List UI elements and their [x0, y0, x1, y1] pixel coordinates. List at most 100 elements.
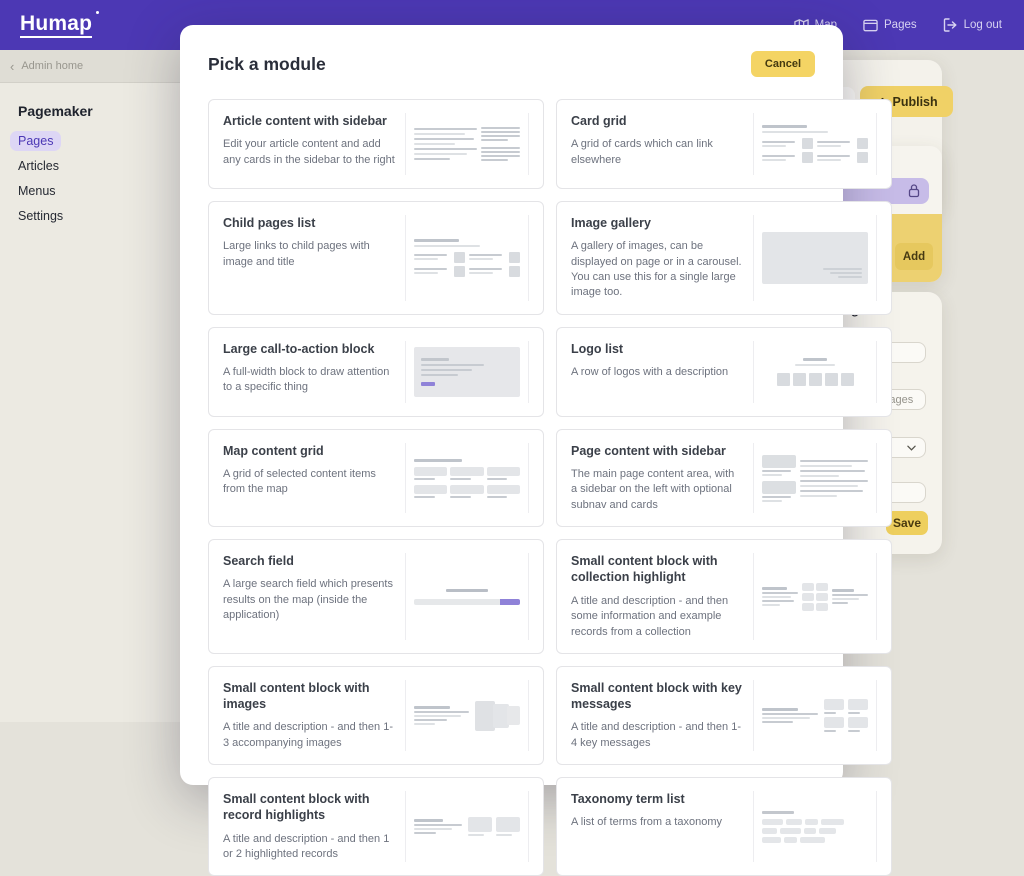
- module-title: Child pages list: [223, 216, 316, 230]
- module-card-search-field[interactable]: Search field A large search field which …: [208, 539, 544, 654]
- modal-header: Pick a module Cancel: [208, 51, 815, 77]
- logo-trademark-mark: [96, 10, 100, 14]
- module-card-text: Large call-to-action block A full-width …: [223, 341, 395, 403]
- module-title: Small content block with images: [223, 680, 370, 712]
- publish-label: Publish: [892, 94, 938, 109]
- chevron-down-icon: [907, 445, 916, 451]
- nav-pages[interactable]: Pages: [863, 19, 917, 32]
- module-title: Article content with sidebar: [223, 114, 387, 128]
- module-description: The main page content area, with a sideb…: [571, 468, 735, 511]
- logo-text: Humap: [20, 11, 93, 35]
- module-card-text: Page content with sidebar The main page …: [571, 443, 743, 513]
- sidebar-item-articles[interactable]: Articles: [18, 159, 59, 173]
- thumb-card-grid-icon: [753, 113, 877, 175]
- module-card-small-block-images[interactable]: Small content block with images A title …: [208, 665, 544, 766]
- module-description: A title and description - and then 1-3 a…: [223, 721, 393, 749]
- module-description: A row of logos with a description: [571, 366, 729, 379]
- breadcrumb-label: Admin home: [21, 60, 84, 72]
- module-title: Taxonomy term list: [571, 792, 685, 807]
- thumb-image-gallery-icon: [753, 215, 877, 301]
- module-card-text: Map content grid A grid of selected cont…: [223, 443, 395, 513]
- breadcrumb[interactable]: ‹ Admin home: [10, 60, 83, 73]
- module-description: A title and description - and then 1-4 k…: [571, 721, 741, 749]
- module-description: A title and description - and then some …: [571, 594, 729, 638]
- breadcrumb-bar: ‹ Admin home: [0, 50, 185, 83]
- humap-logo[interactable]: Humap: [20, 10, 100, 39]
- thumb-logo-list-icon: [753, 340, 877, 403]
- thumb-child-pages-icon: [405, 215, 529, 301]
- module-card-logo-list[interactable]: Logo list A row of logos with a descript…: [556, 326, 892, 417]
- module-title: Large call-to-action block: [223, 341, 375, 356]
- module-card-large-cta-block[interactable]: Large call-to-action block A full-width …: [208, 326, 544, 417]
- module-description: A full-width block to draw attention to …: [223, 366, 390, 394]
- module-card-text: Image gallery A gallery of images, can b…: [571, 215, 743, 301]
- module-title: Logo list: [571, 341, 624, 356]
- module-title: Page content with sidebar: [571, 443, 726, 458]
- module-description: A gallery of images, can be displayed on…: [571, 240, 742, 299]
- module-title: Small content block with record highligh…: [223, 792, 370, 823]
- module-card-text: Small content block with key messages A …: [571, 680, 743, 751]
- thumb-page-sidebar-icon: [753, 442, 877, 514]
- module-description: Large links to child pages with image an…: [223, 240, 370, 268]
- module-grid: Article content with sidebar Edit your a…: [208, 99, 892, 876]
- module-description: A large search field which presents resu…: [223, 578, 393, 622]
- module-description: A list of terms from a taxonomy: [571, 816, 722, 829]
- module-card-text: Child pages list Large links to child pa…: [223, 215, 395, 301]
- module-card-text: Small content block with record highligh…: [223, 791, 395, 862]
- module-card-child-pages-list[interactable]: Child pages list Large links to child pa…: [208, 201, 544, 315]
- module-title: Map content grid: [223, 443, 324, 458]
- module-description: A grid of cards which can link elsewhere: [571, 138, 713, 166]
- nav-logout[interactable]: Log out: [943, 18, 1002, 32]
- module-card-page-content-with-sidebar[interactable]: Page content with sidebar The main page …: [556, 428, 892, 528]
- thumb-collection-highlight-icon: [753, 553, 877, 640]
- module-card-text: Logo list A row of logos with a descript…: [571, 341, 743, 403]
- module-title: Search field: [223, 554, 294, 569]
- module-title: Small content block with collection high…: [571, 554, 718, 585]
- sidebar-item-settings[interactable]: Settings: [18, 209, 64, 223]
- admin-sidebar: ‹ Admin home Pagemaker Pages Articles Me…: [0, 50, 185, 722]
- module-card-record-highlights[interactable]: Small content block with record highligh…: [208, 777, 544, 876]
- module-title: Small content block with key messages: [571, 680, 742, 712]
- module-title: Card grid: [571, 114, 627, 128]
- thumb-search-icon: [405, 553, 529, 640]
- module-card-card-grid[interactable]: Card grid A grid of cards which can link…: [556, 99, 892, 189]
- module-card-article-content-with-sidebar[interactable]: Article content with sidebar Edit your a…: [208, 99, 544, 189]
- sidebar-item-menus[interactable]: Menus: [18, 184, 56, 198]
- module-card-text: Search field A large search field which …: [223, 553, 395, 640]
- module-card-text: Article content with sidebar Edit your a…: [223, 113, 395, 175]
- modal-title: Pick a module: [208, 53, 326, 74]
- module-card-map-content-grid[interactable]: Map content grid A grid of selected cont…: [208, 428, 544, 528]
- module-card-image-gallery[interactable]: Image gallery A gallery of images, can b…: [556, 201, 892, 315]
- lock-icon: [908, 184, 920, 198]
- module-title: Image gallery: [571, 216, 651, 230]
- module-card-text: Taxonomy term list A list of terms from …: [571, 791, 743, 862]
- sidebar-heading: Pagemaker: [18, 103, 93, 119]
- thumb-key-messages-icon: [753, 679, 877, 752]
- module-card-text: Small content block with collection high…: [571, 553, 743, 640]
- thumb-article-sidebar-icon: [405, 113, 529, 175]
- add-module-button[interactable]: Add: [895, 243, 933, 270]
- sidebar-nav: Pages Articles Menus Settings: [0, 131, 185, 226]
- module-card-text: Card grid A grid of cards which can link…: [571, 113, 743, 175]
- logout-icon: [943, 18, 958, 32]
- save-button[interactable]: Save: [886, 511, 928, 535]
- module-description: A title and description - and then 1 or …: [223, 832, 390, 861]
- thumb-taxonomy-icon: [753, 791, 877, 863]
- module-card-text: Small content block with images A title …: [223, 680, 395, 751]
- pick-module-modal: Pick a module Cancel Article content wit…: [180, 25, 892, 876]
- thumb-map-grid-icon: [405, 442, 529, 514]
- module-description: A grid of selected content items from th…: [223, 468, 376, 496]
- nav-pages-label: Pages: [884, 19, 917, 31]
- cancel-button[interactable]: Cancel: [750, 51, 815, 77]
- pages-icon: [863, 19, 878, 32]
- thumb-cta-icon: [405, 340, 529, 403]
- thumb-small-block-images-icon: [405, 679, 529, 752]
- module-description: Edit your article content and add any ca…: [223, 138, 395, 166]
- nav-logout-label: Log out: [963, 19, 1002, 31]
- thumb-record-highlights-icon: [405, 791, 529, 863]
- module-card-taxonomy-term-list[interactable]: Taxonomy term list A list of terms from …: [556, 777, 892, 876]
- module-card-key-messages[interactable]: Small content block with key messages A …: [556, 665, 892, 766]
- module-card-collection-highlight[interactable]: Small content block with collection high…: [556, 539, 892, 654]
- sidebar-item-pages[interactable]: Pages: [10, 131, 62, 151]
- back-chevron-icon: ‹: [10, 58, 15, 74]
